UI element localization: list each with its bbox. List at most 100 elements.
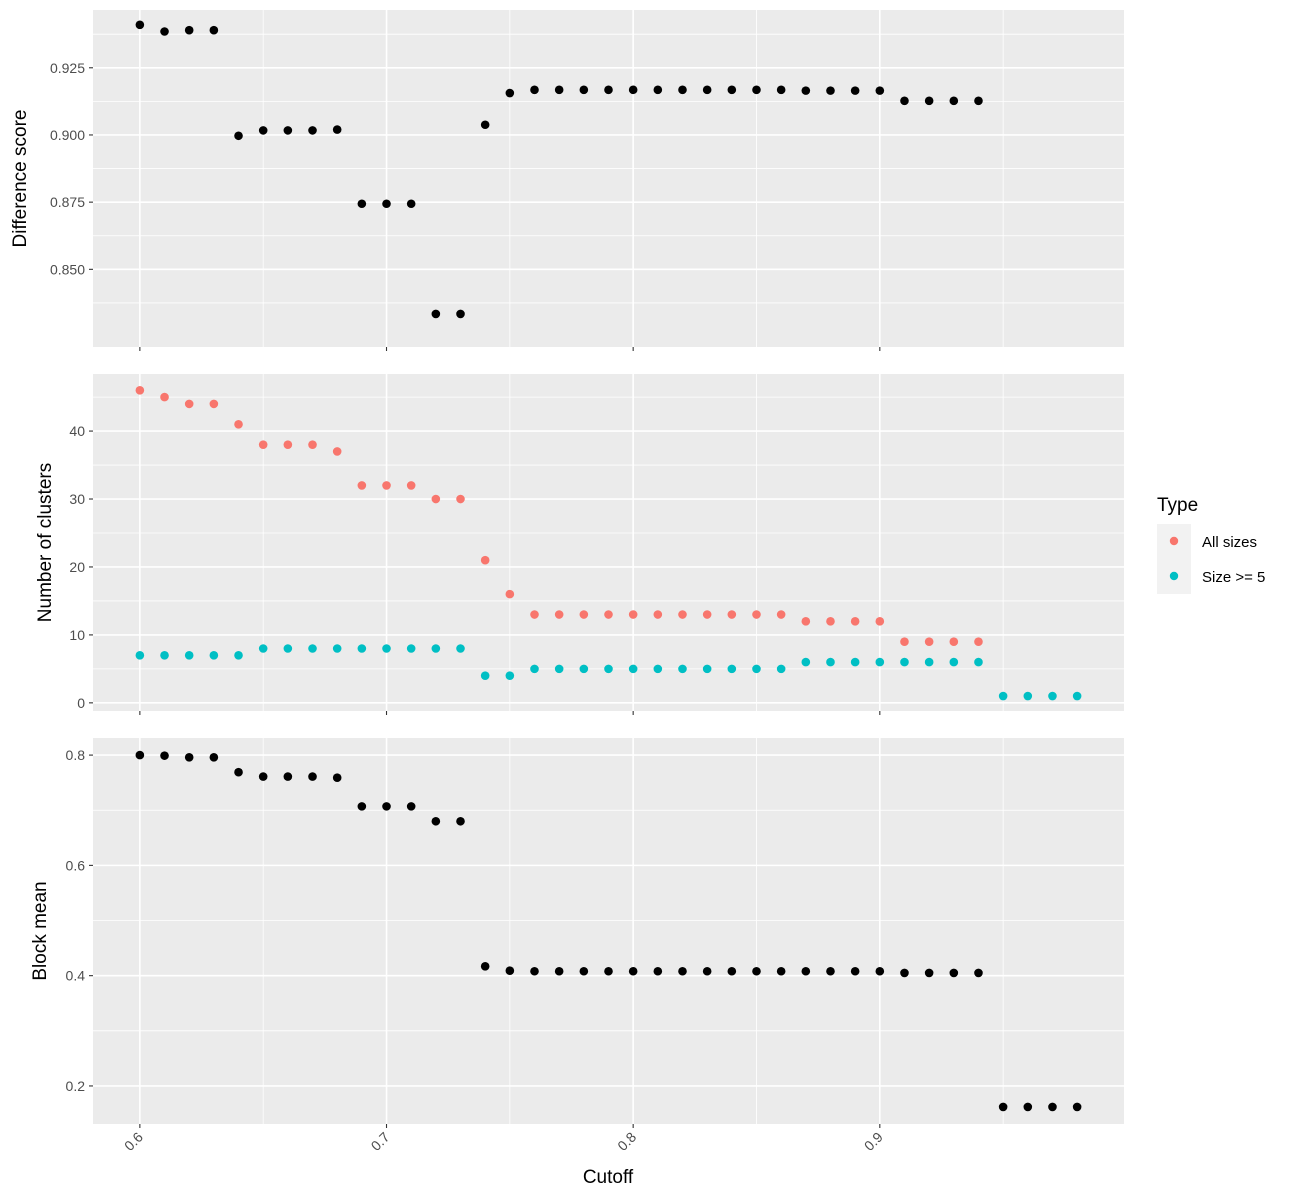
data-point (505, 88, 515, 98)
data-point (431, 309, 441, 319)
y-tick-label: 0 (77, 695, 85, 711)
y-tick-label: 40 (69, 423, 85, 439)
data-point (924, 657, 934, 667)
data-point (1048, 691, 1057, 701)
panel-background (93, 374, 1124, 711)
data-point (530, 610, 539, 619)
data-point (924, 96, 934, 106)
data-point (209, 753, 219, 762)
data-point (653, 664, 663, 674)
data-point (801, 657, 811, 667)
data-point (1072, 1102, 1082, 1112)
data-point (1023, 1102, 1033, 1112)
data-point (850, 966, 860, 976)
data-point (160, 650, 169, 660)
legend-dot-size-5 (1169, 571, 1179, 581)
x-axis: 0.6 0.7 0.8 0.9 (121, 1129, 886, 1154)
data-point (456, 644, 465, 653)
data-point (949, 657, 959, 667)
x-tick-label: 0.8 (614, 1129, 639, 1154)
data-point (974, 96, 983, 106)
data-point (431, 644, 441, 653)
data-point (875, 617, 885, 626)
data-point (850, 86, 860, 95)
panel-block-mean: 0.2 0.4 0.6 0.8 Block mean (30, 738, 1124, 1128)
data-point (678, 85, 687, 95)
data-point (604, 664, 613, 674)
data-point (702, 664, 712, 674)
data-point (258, 440, 268, 449)
data-point (678, 966, 687, 976)
data-point (184, 25, 194, 35)
series-number-of-clusters-1 (135, 644, 1082, 701)
data-point (974, 637, 983, 646)
y-tick-label: 0.875 (50, 194, 85, 210)
panel-background (93, 738, 1124, 1124)
data-point (530, 85, 539, 95)
data-point (678, 610, 687, 619)
data-point (382, 481, 391, 490)
y-axis-title-difference-score: Difference score (10, 110, 31, 248)
data-point (628, 85, 638, 95)
data-point (258, 644, 268, 653)
legend: Type All sizes Size >= 5 (1157, 495, 1265, 594)
y-axis-title-number-of-clusters: Number of clusters (35, 463, 56, 622)
data-point (752, 610, 761, 619)
data-point (505, 671, 515, 680)
data-point (480, 120, 490, 130)
data-point (900, 96, 909, 106)
legend-title: Type (1157, 495, 1198, 516)
data-point (184, 399, 194, 409)
data-point (875, 657, 885, 667)
data-point (850, 617, 860, 626)
data-point (283, 772, 293, 781)
data-point (998, 691, 1008, 701)
data-point (308, 440, 317, 449)
data-point (456, 309, 465, 319)
data-point (332, 125, 342, 134)
y-tick-label: 0.900 (50, 127, 85, 143)
data-point (505, 966, 515, 976)
y-tick-label: 0.850 (50, 261, 85, 277)
data-point (554, 610, 564, 619)
data-point (406, 481, 416, 490)
data-point (974, 968, 983, 978)
data-point (776, 610, 786, 619)
data-point (579, 85, 589, 95)
data-point (382, 199, 391, 209)
data-point (801, 617, 811, 626)
data-point (332, 447, 342, 456)
data-point (949, 637, 959, 646)
data-point (308, 126, 317, 135)
data-point (579, 610, 589, 619)
data-point (382, 644, 391, 653)
data-point (234, 419, 243, 429)
data-point (406, 644, 416, 653)
data-point (850, 657, 860, 667)
data-point (727, 664, 737, 674)
data-point (431, 816, 441, 826)
data-point (554, 85, 564, 95)
data-point (628, 664, 638, 674)
data-point (505, 589, 515, 599)
data-point (406, 199, 416, 209)
data-point (579, 966, 589, 976)
y-tick-label: 0.4 (66, 968, 86, 984)
data-point (776, 85, 786, 95)
data-point (752, 664, 761, 674)
data-point (332, 773, 342, 783)
data-point (1023, 691, 1033, 701)
x-axis-title: Cutoff (583, 1167, 634, 1188)
data-point (382, 802, 391, 811)
data-point (135, 750, 145, 760)
y-tick-label: 10 (69, 627, 85, 643)
data-point (752, 966, 761, 976)
data-point (160, 392, 169, 402)
data-point (727, 610, 737, 619)
data-point (357, 481, 367, 490)
data-point (258, 126, 268, 135)
data-point (924, 637, 934, 646)
data-point (653, 85, 663, 95)
data-point (1048, 1102, 1057, 1112)
